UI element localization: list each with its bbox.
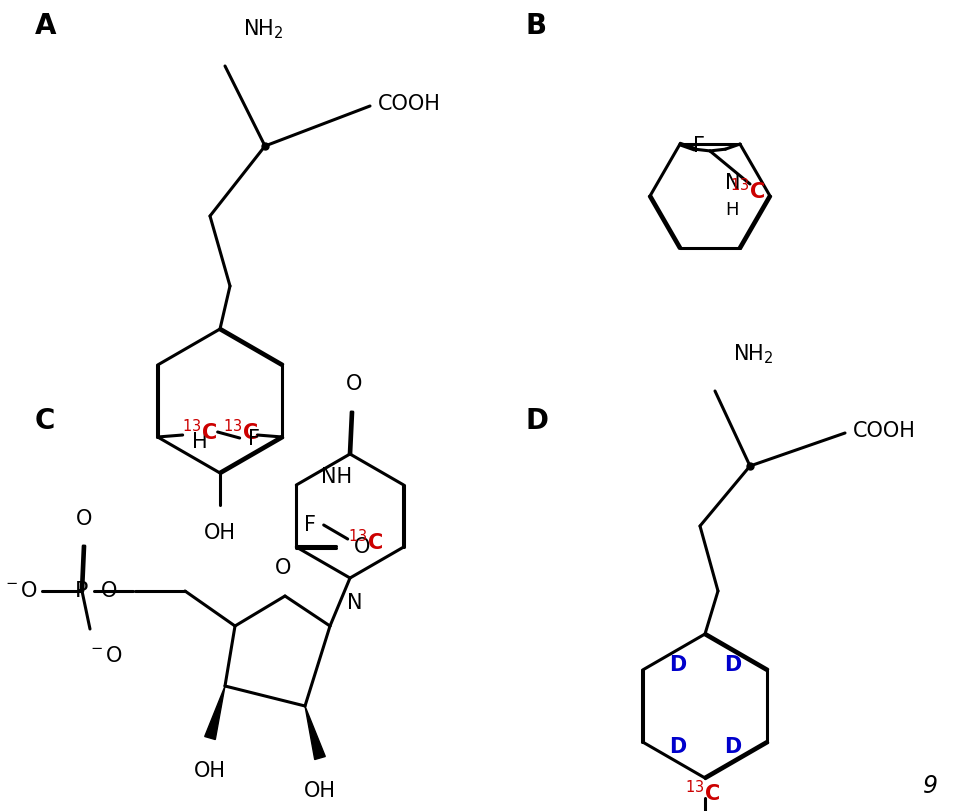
Text: COOH: COOH	[852, 421, 915, 441]
Text: B: B	[524, 12, 546, 40]
Text: H: H	[724, 201, 737, 219]
Text: D: D	[669, 737, 685, 757]
Text: $^{13}$C: $^{13}$C	[223, 419, 258, 444]
Text: F: F	[247, 429, 260, 449]
Polygon shape	[304, 706, 325, 760]
Text: N: N	[347, 593, 362, 613]
Text: 9: 9	[922, 774, 936, 798]
Text: F: F	[692, 136, 704, 156]
Text: NH: NH	[321, 467, 352, 487]
Text: N: N	[724, 173, 739, 193]
Text: D: D	[524, 407, 547, 435]
Text: P: P	[76, 581, 88, 601]
Text: $^{13}$C: $^{13}$C	[182, 419, 217, 444]
Text: H: H	[192, 432, 207, 452]
Text: C: C	[35, 407, 55, 435]
Text: D: D	[669, 655, 685, 675]
Text: D: D	[723, 655, 740, 675]
Text: OH: OH	[194, 761, 226, 781]
Text: $^{13}$C: $^{13}$C	[348, 530, 383, 555]
Text: O: O	[76, 509, 92, 529]
Text: OH: OH	[303, 781, 335, 801]
Text: OH: OH	[203, 523, 235, 543]
Text: O: O	[274, 558, 291, 578]
Text: O: O	[354, 537, 370, 557]
Text: O: O	[101, 581, 117, 601]
Text: F: F	[303, 515, 315, 535]
Text: COOH: COOH	[378, 94, 441, 114]
Polygon shape	[204, 686, 225, 740]
Text: NH$_2$: NH$_2$	[733, 342, 773, 366]
Text: $^{13}$C: $^{13}$C	[729, 178, 765, 204]
Text: A: A	[35, 12, 56, 40]
Text: O: O	[346, 374, 361, 394]
Text: $^{13}$C: $^{13}$C	[685, 780, 720, 805]
Text: D: D	[723, 737, 740, 757]
Text: $^-$O: $^-$O	[87, 646, 123, 666]
Text: $^-$O: $^-$O	[2, 581, 38, 601]
Text: NH$_2$: NH$_2$	[243, 17, 283, 41]
